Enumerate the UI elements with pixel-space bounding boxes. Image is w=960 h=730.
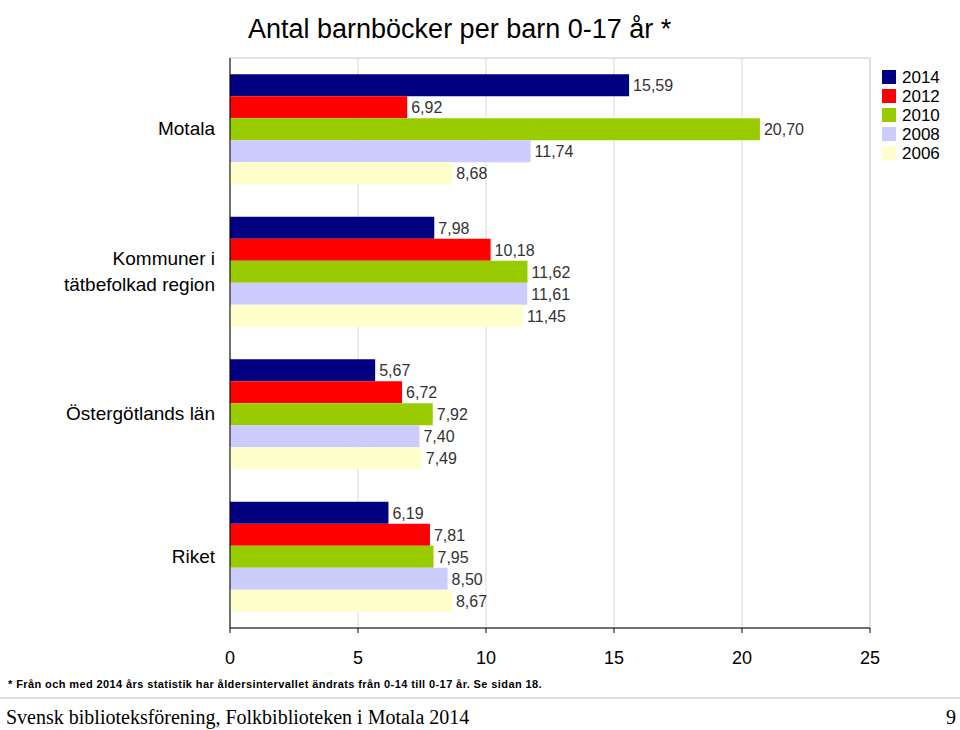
category-label: Östergötlands län bbox=[66, 403, 215, 424]
page-footer: Svensk biblioteksförening, Folkbibliotek… bbox=[6, 706, 469, 729]
title: Antal barnböcker per barn 0-17 år * bbox=[248, 14, 672, 44]
legend-swatch bbox=[882, 108, 896, 122]
legend: 20142012201020082006 bbox=[882, 68, 940, 163]
grid-line bbox=[614, 58, 615, 628]
data-label: 5,67 bbox=[379, 362, 410, 379]
data-label: 7,49 bbox=[426, 450, 457, 467]
data-label: 8,68 bbox=[456, 165, 487, 182]
data-label: 7,92 bbox=[437, 406, 468, 423]
tick-label: 20 bbox=[732, 648, 752, 668]
axis-line bbox=[230, 58, 231, 628]
data-label: 6,19 bbox=[392, 505, 423, 522]
data-label: 11,45 bbox=[527, 308, 566, 325]
bar bbox=[230, 403, 433, 425]
tick-label: 0 bbox=[225, 648, 235, 668]
data-label: 6,72 bbox=[406, 384, 437, 401]
legend-swatch bbox=[882, 89, 896, 103]
legend-label: 2006 bbox=[902, 144, 940, 163]
tick-mark bbox=[486, 628, 487, 633]
bar bbox=[230, 546, 434, 568]
data-labels: 15,59 6,92 20,70 11,74 8,68 7,98 10,18 11,62 11,… bbox=[379, 77, 804, 610]
bar bbox=[230, 140, 531, 162]
page-number: 9 bbox=[946, 706, 956, 728]
bar bbox=[230, 74, 629, 96]
data-label: 10,18 bbox=[495, 242, 535, 259]
plot-frame bbox=[230, 58, 870, 628]
grid-line bbox=[230, 58, 231, 628]
bar bbox=[230, 162, 452, 184]
chart: 0 5 10 15 20 25 15,59 6,92 20,70 11,74 8,68 7,98 10,… bbox=[0, 0, 960, 730]
tick-mark bbox=[614, 628, 615, 633]
data-label: 15,59 bbox=[633, 77, 673, 94]
data-label: 6,92 bbox=[411, 99, 442, 116]
legend-label: 2010 bbox=[902, 106, 940, 125]
category-label-line: Östergötlands län bbox=[66, 403, 215, 424]
grid bbox=[230, 58, 870, 633]
category-label: Riket bbox=[172, 546, 216, 567]
footer-rule bbox=[0, 698, 960, 699]
tick-mark bbox=[870, 628, 871, 633]
data-label: 11,61 bbox=[531, 286, 570, 303]
tick-mark bbox=[358, 628, 359, 633]
legend-label: 2014 bbox=[902, 68, 940, 87]
category-label: Kommuner i tätbefolkad region bbox=[64, 248, 215, 295]
data-label: 7,98 bbox=[438, 220, 469, 237]
bar bbox=[230, 568, 448, 590]
tick-mark bbox=[230, 628, 231, 633]
category-label-line: Motala bbox=[158, 118, 215, 139]
bar bbox=[230, 359, 375, 381]
legend-label: 2012 bbox=[902, 87, 940, 106]
category-label-line: Riket bbox=[172, 546, 216, 567]
legend-label: 2008 bbox=[902, 125, 940, 144]
bar bbox=[230, 239, 491, 261]
bar bbox=[230, 217, 434, 239]
data-label: 11,62 bbox=[531, 264, 570, 281]
bar bbox=[230, 283, 527, 305]
bar bbox=[230, 305, 523, 327]
bar bbox=[230, 381, 402, 403]
data-label: 7,81 bbox=[434, 527, 465, 544]
tick-label: 5 bbox=[353, 648, 363, 668]
data-label: 8,50 bbox=[452, 571, 483, 588]
bar bbox=[230, 447, 422, 469]
tick-label: 25 bbox=[860, 648, 880, 668]
bars bbox=[230, 74, 760, 612]
bar bbox=[230, 502, 388, 524]
legend-swatch bbox=[882, 127, 896, 141]
data-label: 7,40 bbox=[423, 428, 454, 445]
category-label-line: Kommuner i bbox=[113, 248, 215, 269]
bar bbox=[230, 96, 407, 118]
bar bbox=[230, 524, 430, 546]
bar bbox=[230, 590, 452, 612]
grid-line bbox=[742, 58, 743, 628]
category-label-line: tätbefolkad region bbox=[64, 274, 215, 295]
tick-label: 15 bbox=[604, 648, 624, 668]
page: {"chart_data": { "type": "bar", "title":… bbox=[0, 0, 960, 730]
axis-line bbox=[230, 628, 870, 629]
footnote: * Från och med 2014 års statistik har ål… bbox=[8, 678, 542, 690]
data-label: 11,74 bbox=[535, 143, 574, 160]
category-label: Motala bbox=[158, 118, 215, 139]
legend-swatch bbox=[882, 70, 896, 84]
tick-mark bbox=[742, 628, 743, 633]
bar bbox=[230, 425, 419, 447]
bar bbox=[230, 118, 760, 140]
tick-label: 10 bbox=[476, 648, 496, 668]
data-label: 8,67 bbox=[456, 593, 487, 610]
data-label: 20,70 bbox=[764, 121, 804, 138]
bar bbox=[230, 261, 527, 283]
grid-line bbox=[870, 58, 871, 628]
data-label: 7,95 bbox=[438, 549, 469, 566]
legend-swatch bbox=[882, 146, 896, 160]
